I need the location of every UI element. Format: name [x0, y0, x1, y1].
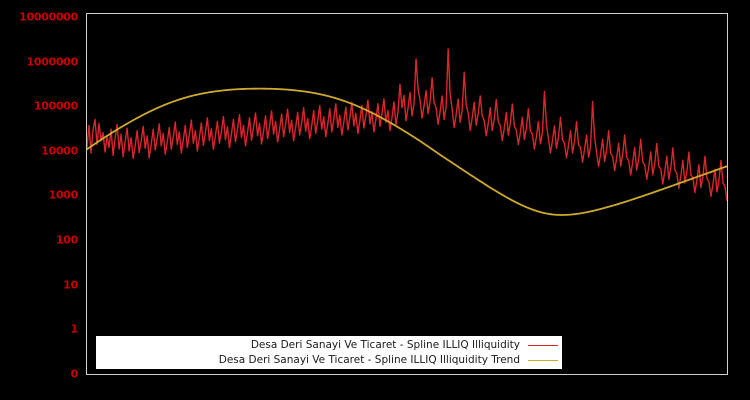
- y-tick-label-0: 0: [70, 367, 79, 381]
- y-tick-label-100000: 100000: [33, 99, 78, 113]
- series-svg: [87, 48, 727, 216]
- y-tick-label-1: 1: [70, 322, 79, 336]
- plot-area: [86, 13, 728, 375]
- y-tick-label-1000000: 1000000: [26, 55, 79, 69]
- y-tick-label-1000: 1000: [48, 188, 79, 202]
- y-tick-label-100: 100: [55, 233, 78, 247]
- legend-label-illiquidity: Desa Deri Sanayi Ve Ticaret - Spline ILL…: [250, 338, 520, 351]
- legend-swatch-illiquidity: [528, 344, 558, 346]
- legend-swatch-illiquidity-trend: [528, 359, 558, 361]
- chart-legend: Desa Deri Sanayi Ve Ticaret - Spline ILL…: [96, 336, 562, 369]
- legend-entry-illiquidity-trend: Desa Deri Sanayi Ve Ticaret - Spline ILL…: [96, 353, 562, 368]
- legend-label-illiquidity-trend: Desa Deri Sanayi Ve Ticaret - Spline ILL…: [218, 353, 520, 366]
- series-line-illiquidity-trend: [87, 87, 727, 216]
- y-tick-label-10000: 10000: [41, 144, 78, 158]
- legend-entry-illiquidity: Desa Deri Sanayi Ve Ticaret - Spline ILL…: [96, 338, 562, 353]
- series-line-illiquidity: [87, 48, 727, 202]
- y-tick-label-10000000: 10000000: [19, 10, 78, 24]
- y-tick-label-10: 10: [63, 278, 78, 292]
